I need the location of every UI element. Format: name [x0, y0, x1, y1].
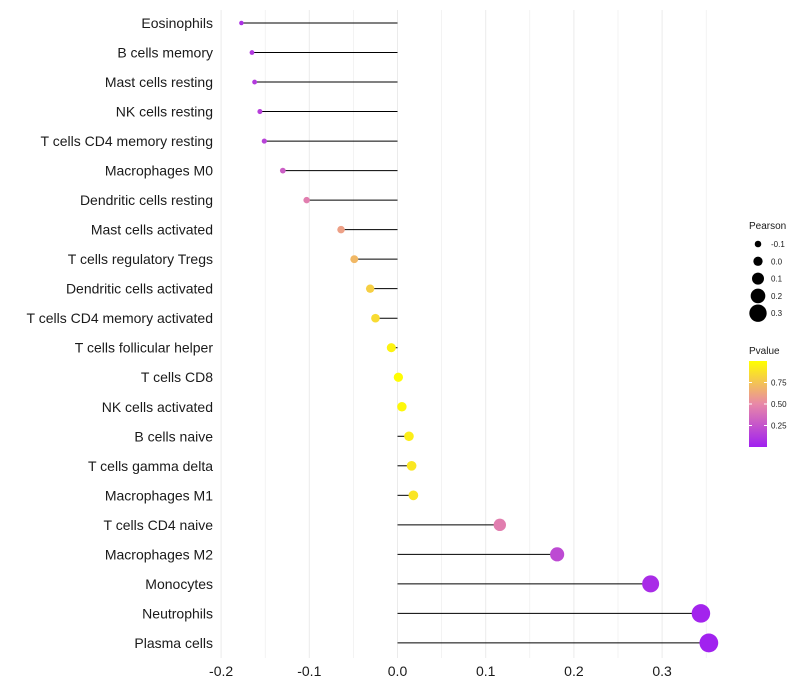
y-label: T cells CD8	[141, 369, 213, 385]
size-legend: Pearson -0.1 0.0 0.1 0.2 0.3	[749, 221, 786, 322]
gridlines	[220, 10, 707, 658]
y-label: NK cells activated	[102, 399, 213, 415]
dot	[393, 372, 404, 382]
y-label: Macrophages M2	[105, 546, 213, 562]
color-legend-label: 0.25	[771, 422, 787, 431]
dot	[691, 604, 711, 623]
size-legend-label: 0.0	[771, 257, 783, 266]
size-legend-dot	[752, 272, 764, 285]
size-legend-title: Pearson	[749, 221, 786, 232]
y-label: T cells gamma delta	[88, 458, 213, 474]
dot	[386, 343, 396, 353]
dot	[257, 109, 263, 115]
color-legend: Pvalue 0.75 0.50 0.25	[749, 346, 787, 447]
x-tick-label: -0.2	[209, 663, 233, 679]
dot	[397, 402, 407, 412]
dot	[642, 575, 660, 593]
y-label: T cells CD4 naive	[104, 517, 214, 533]
color-legend-label: 0.75	[771, 379, 787, 388]
size-legend-dot	[749, 304, 767, 322]
x-axis-ticks: -0.2 -0.1 0.0 0.1 0.2 0.3	[209, 663, 672, 679]
y-label: Neutrophils	[142, 605, 213, 621]
dot	[337, 225, 345, 234]
size-legend-dot	[753, 256, 763, 266]
y-axis-labels: Eosinophils B cells memory Mast cells rest…	[27, 15, 214, 651]
x-tick-label: -0.1	[297, 663, 321, 679]
y-label: Dendritic cells resting	[80, 192, 213, 208]
y-label: T cells CD4 memory resting	[41, 133, 213, 149]
dot	[699, 633, 719, 653]
dot	[279, 167, 286, 174]
size-legend-dot	[754, 240, 762, 248]
size-legend-label: 0.1	[771, 275, 783, 284]
dot	[252, 79, 258, 85]
dot	[406, 460, 417, 471]
y-label: B cells memory	[117, 45, 213, 61]
y-label: T cells regulatory Tregs	[68, 251, 213, 267]
y-label: NK cells resting	[116, 104, 213, 120]
dot	[493, 518, 507, 532]
x-tick-label: 0.0	[388, 663, 408, 679]
x-tick-label: 0.1	[476, 663, 496, 679]
dot	[303, 196, 310, 204]
size-legend-dot	[750, 288, 766, 304]
size-legend-label: 0.2	[771, 292, 783, 301]
stems	[241, 22, 709, 644]
dot	[249, 50, 255, 55]
y-label: Mast cells activated	[91, 222, 213, 238]
x-tick-label: 0.3	[652, 663, 672, 679]
dot	[261, 138, 267, 144]
y-label: Plasma cells	[134, 635, 213, 651]
y-label: Dendritic cells activated	[66, 281, 213, 297]
dot	[404, 431, 414, 442]
y-label: Eosinophils	[141, 15, 213, 31]
y-label: Mast cells resting	[105, 74, 213, 90]
dot	[550, 547, 565, 562]
size-legend-label: 0.3	[771, 309, 783, 318]
dot	[365, 284, 375, 293]
y-label: Macrophages M1	[105, 487, 213, 503]
y-label: B cells naive	[134, 428, 213, 444]
color-legend-bar	[749, 361, 767, 447]
y-label: Macrophages M0	[105, 163, 213, 179]
dot	[408, 490, 419, 501]
dot	[239, 20, 244, 26]
y-label: T cells CD4 memory activated	[27, 310, 213, 326]
x-tick-label: 0.2	[564, 663, 584, 679]
dots	[239, 20, 719, 653]
size-legend-label: -0.1	[771, 240, 785, 249]
dot	[350, 255, 359, 264]
dot	[371, 313, 380, 323]
y-label: Monocytes	[145, 576, 213, 592]
color-legend-label: 0.50	[771, 400, 787, 409]
y-label: T cells follicular helper	[75, 340, 214, 356]
color-legend-title: Pvalue	[749, 346, 780, 357]
